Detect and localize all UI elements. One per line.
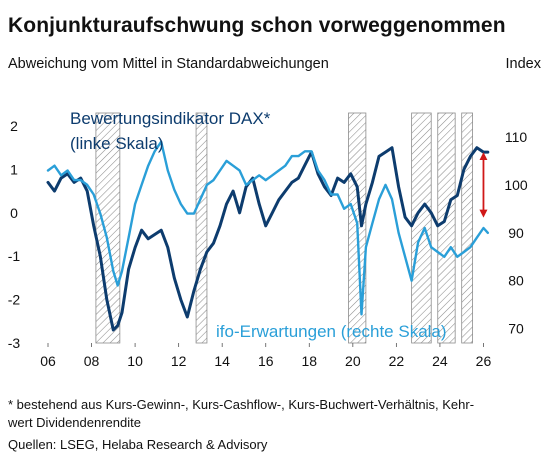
series-line-ifo: [46, 140, 489, 316]
series-line-dax: [46, 146, 490, 332]
y-left-tick-label: 0: [10, 205, 18, 221]
annotation-dax-scale: (linke Skala): [70, 134, 164, 153]
footnote-line-1: * bestehend aus Kurs-Gewinn-, Kurs-Cashf…: [8, 397, 475, 412]
y-left-tick-label: -3: [8, 335, 21, 351]
y-right-tick-label: 110: [505, 129, 528, 145]
y-right-tick-label: 70: [508, 321, 524, 337]
annotation-ifo: ifo-Erwartungen (rechte Skala): [216, 322, 447, 341]
chart-title: Konjunkturaufschwung schon vorweggenomme…: [8, 14, 506, 37]
y-left-tick-label: 1: [10, 161, 18, 177]
y-right-tick-label: 100: [504, 177, 528, 193]
y-right-tick-label: 80: [508, 273, 524, 289]
x-tick-label: 12: [171, 353, 187, 369]
chart-subtitle: Abweichung vom Mittel in Standardabweich…: [8, 56, 329, 72]
x-tick-label: 24: [432, 353, 448, 369]
shaded-period-1: [95, 112, 121, 344]
y-left-tick-label: -2: [8, 292, 21, 308]
y-left-tick-label: 2: [10, 118, 18, 134]
y-right-tick-label: 90: [508, 225, 524, 241]
plot-area: 06 08 10 12 14 16 18 20 22 24 26210-1-2-3110100908…: [8, 109, 528, 369]
shaded-period-4: [411, 112, 432, 344]
x-tick-label: 20: [345, 353, 361, 369]
x-tick-label: 18: [301, 353, 317, 369]
y-left-tick-label: -1: [8, 248, 21, 264]
x-tick-label: 26: [476, 353, 492, 369]
annotation-dax-name: Bewertungsindikator DAX*: [70, 109, 271, 128]
x-tick-label: 10: [127, 353, 143, 369]
right-axis-unit: Index: [505, 56, 541, 72]
footnote-line-2: wert Dividendenrendite: [8, 415, 141, 430]
shaded-period-6: [461, 112, 473, 344]
sources: Quellen: LSEG, Helaba Research & Advisor…: [8, 437, 268, 452]
x-tick-label: 22: [389, 353, 405, 369]
x-tick-label: 08: [84, 353, 100, 369]
x-tick-label: 16: [258, 353, 274, 369]
shaded-period-2: [195, 112, 208, 344]
x-tick-label: 06: [40, 353, 56, 369]
shaded-period-5: [437, 112, 456, 344]
x-tick-label: 14: [214, 353, 230, 369]
